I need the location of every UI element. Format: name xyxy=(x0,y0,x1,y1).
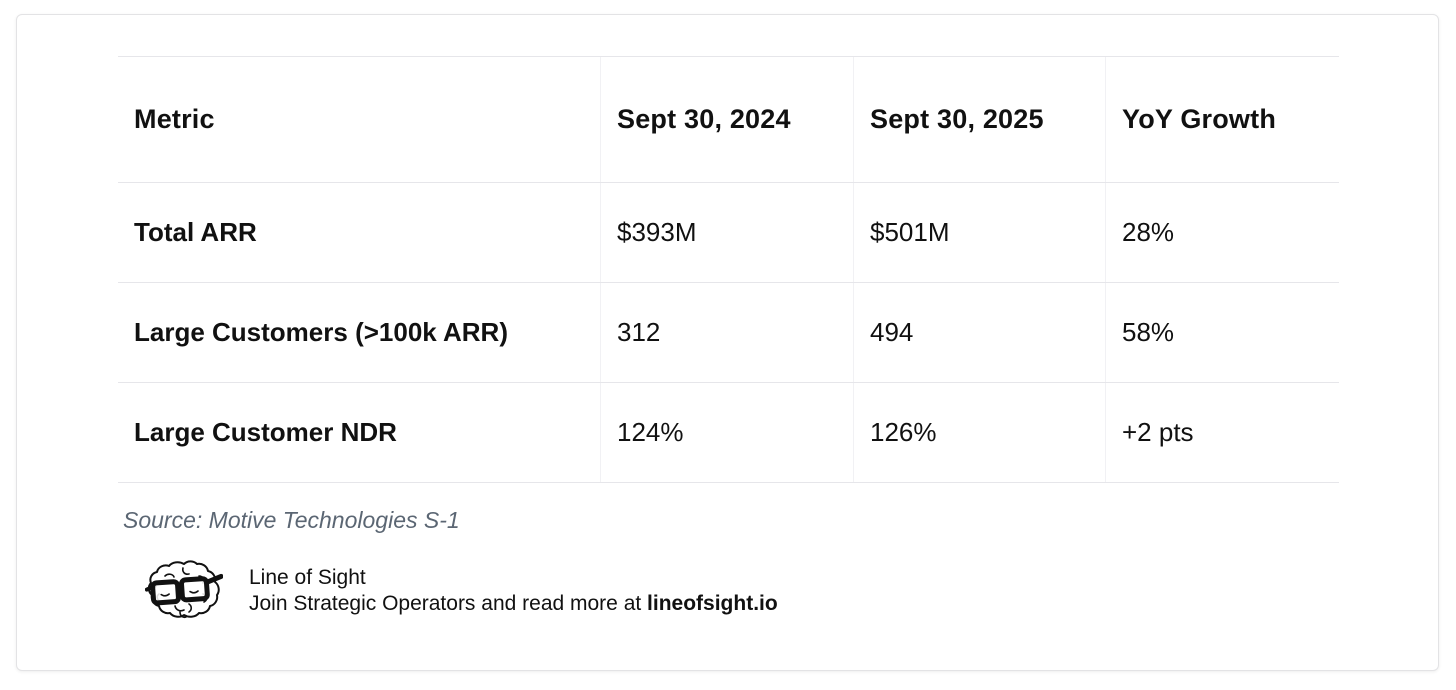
table-header-row: Metric Sept 30, 2024 Sept 30, 2025 YoY G… xyxy=(118,57,1339,183)
tagline-text: Join Strategic Operators and read more a… xyxy=(249,592,648,615)
cell-value: 312 xyxy=(600,283,853,382)
column-header-metric: Metric xyxy=(134,104,215,134)
metrics-table: Metric Sept 30, 2024 Sept 30, 2025 YoY G… xyxy=(118,56,1339,483)
content-card: Metric Sept 30, 2024 Sept 30, 2025 YoY G… xyxy=(16,14,1439,671)
brain-with-glasses-icon xyxy=(145,560,223,619)
row-label-large-customer-ndr: Large Customer NDR xyxy=(134,417,397,447)
cell-value: 126% xyxy=(853,383,1105,482)
cell-value: 58% xyxy=(1105,283,1339,382)
cell-value: 494 xyxy=(853,283,1105,382)
cell-value: $393M xyxy=(600,183,853,282)
table-row: Large Customer NDR 124% 126% +2 pts xyxy=(118,383,1339,483)
cell-value: +2 pts xyxy=(1105,383,1339,482)
column-header-sept-2025: Sept 30, 2025 xyxy=(853,57,1105,182)
source-attribution: Source: Motive Technologies S-1 xyxy=(123,507,460,533)
brand-footer: Line of Sight Join Strategic Operators a… xyxy=(145,560,778,622)
cell-value: 124% xyxy=(600,383,853,482)
site-domain: lineofsight.io xyxy=(647,592,778,615)
table-row: Large Customers (>100k ARR) 312 494 58% xyxy=(118,283,1339,383)
row-label-large-customers: Large Customers (>100k ARR) xyxy=(134,317,508,347)
brand-name: Line of Sight xyxy=(249,566,366,589)
column-header-yoy: YoY Growth xyxy=(1105,57,1339,182)
row-label-total-arr: Total ARR xyxy=(134,217,257,247)
footer-tagline: Join Strategic Operators and read more a… xyxy=(249,591,778,617)
footer-text-block: Line of Sight Join Strategic Operators a… xyxy=(249,565,778,617)
column-header-sept-2024: Sept 30, 2024 xyxy=(600,57,853,182)
cell-value: $501M xyxy=(853,183,1105,282)
table-row: Total ARR $393M $501M 28% xyxy=(118,183,1339,283)
cell-value: 28% xyxy=(1105,183,1339,282)
